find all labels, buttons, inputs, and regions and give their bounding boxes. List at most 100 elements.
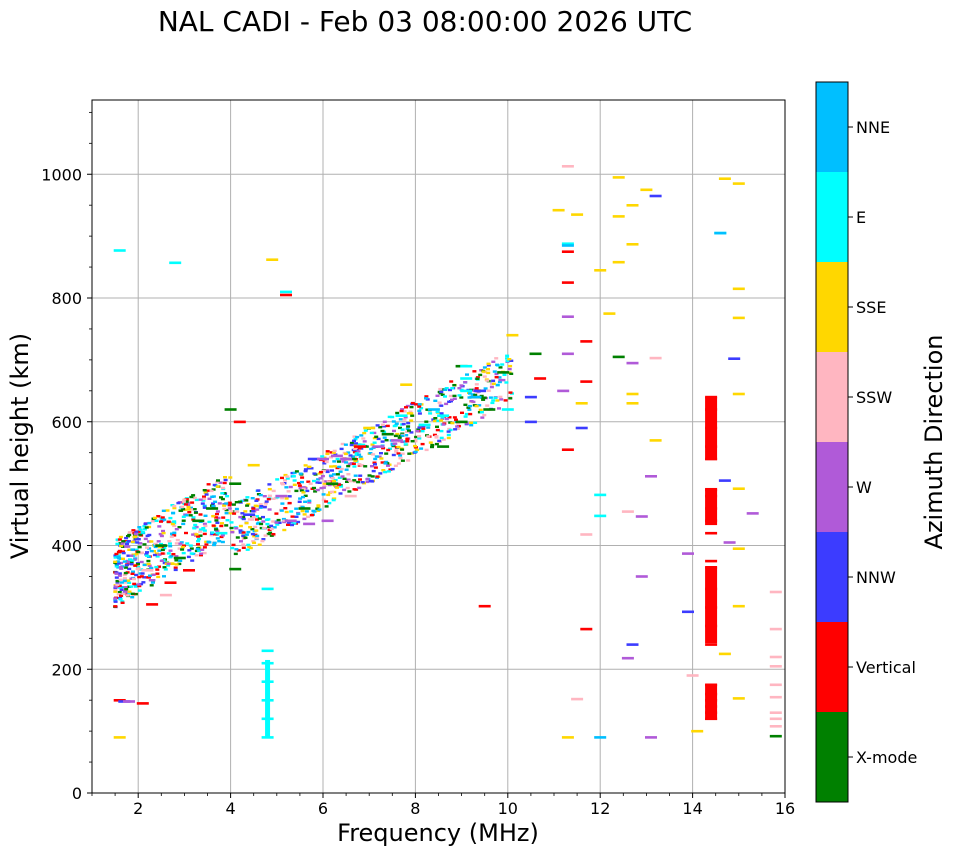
trace-mark — [154, 519, 159, 522]
trace-mark — [300, 476, 305, 479]
trace-mark — [348, 479, 353, 483]
trace-mark — [383, 462, 388, 465]
trace-mark — [202, 551, 207, 555]
trace-mark — [320, 455, 325, 458]
data-point-vertical — [580, 340, 593, 343]
trace-mark — [118, 535, 123, 539]
trace-mark — [455, 427, 460, 430]
trace-mark — [155, 568, 160, 571]
trace-mark — [264, 500, 269, 503]
trace-mark — [357, 486, 362, 490]
trace-mark — [414, 403, 418, 406]
trace-mark — [380, 440, 385, 443]
trace-mark — [127, 592, 132, 595]
trace-mark — [324, 480, 329, 483]
trace-mark — [345, 480, 349, 483]
trace-mark — [269, 534, 274, 537]
trace-mark — [457, 387, 462, 390]
trace-mark — [290, 515, 295, 518]
trace-mark — [403, 416, 408, 419]
trace-mark — [319, 486, 324, 490]
trace-mark — [440, 416, 445, 419]
trace-mark — [363, 429, 368, 432]
trace-mark — [456, 422, 461, 425]
trace-mark — [184, 514, 189, 517]
trace-mark — [370, 443, 375, 446]
trace-mark — [447, 416, 452, 419]
trace-mark — [172, 524, 177, 528]
trace-mark — [147, 540, 152, 543]
trace-mark — [222, 504, 227, 507]
trace-mark — [240, 499, 245, 502]
trace-mark — [129, 563, 134, 566]
trace-mark — [267, 483, 272, 486]
trace-mark — [409, 405, 414, 409]
trace-mark — [123, 586, 128, 589]
trace-mark — [328, 474, 333, 477]
trace-mark — [274, 521, 279, 524]
trace-mark — [287, 495, 292, 498]
trace-mark — [190, 559, 195, 562]
trace-mark — [416, 428, 421, 431]
data-point-w — [330, 454, 343, 458]
trace-mark — [187, 511, 192, 514]
trace-mark — [468, 404, 472, 408]
trace-mark — [409, 412, 414, 415]
trace-mark — [386, 464, 390, 467]
trace-mark — [202, 546, 207, 549]
data-point-sse — [732, 287, 745, 291]
trace-mark — [244, 499, 249, 502]
trace-mark — [486, 389, 491, 392]
y-tick-label: 0 — [72, 784, 82, 803]
trace-mark — [276, 518, 281, 522]
data-point-sse — [732, 547, 745, 550]
trace-mark — [386, 448, 391, 452]
trace-mark — [474, 387, 479, 390]
data-point-vertical — [705, 643, 718, 646]
trace-mark — [188, 544, 193, 547]
trace-mark — [214, 516, 219, 519]
trace-mark — [300, 505, 305, 509]
trace-mark — [169, 562, 174, 565]
trace-mark — [260, 539, 265, 543]
trace-mark — [357, 443, 362, 446]
data-point-xmode — [529, 352, 542, 356]
trace-mark — [145, 554, 149, 557]
data-point-vertical — [534, 377, 547, 380]
trace-mark — [446, 436, 451, 440]
trace-mark — [168, 542, 172, 545]
trace-mark — [357, 447, 362, 450]
trace-mark — [156, 515, 161, 518]
trace-mark — [266, 497, 271, 501]
x-tick-label: 10 — [498, 799, 518, 818]
data-point-xmode — [298, 507, 311, 510]
trace-mark — [475, 376, 480, 379]
data-point-w — [723, 541, 736, 544]
trace-mark — [297, 481, 301, 485]
trace-mark — [439, 436, 444, 440]
trace-mark — [168, 549, 173, 552]
trace-mark — [332, 449, 337, 453]
trace-mark — [181, 507, 186, 511]
trace-mark — [432, 419, 437, 423]
trace-mark — [289, 521, 294, 524]
data-point-xmode — [497, 371, 510, 374]
data-point-e — [594, 514, 607, 518]
trace-mark — [352, 447, 357, 451]
trace-mark — [356, 450, 361, 453]
trace-mark — [222, 481, 227, 485]
trace-mark — [304, 510, 309, 513]
trace-mark — [376, 437, 381, 441]
trace-mark — [132, 582, 137, 586]
trace-mark — [382, 420, 387, 423]
trace-mark — [282, 520, 287, 524]
trace-mark — [156, 540, 161, 543]
trace-mark — [497, 407, 501, 410]
trace-mark — [174, 528, 179, 531]
trace-mark — [119, 561, 124, 565]
trace-mark — [481, 398, 486, 401]
trace-mark — [179, 541, 184, 544]
trace-mark — [359, 434, 364, 437]
trace-mark — [171, 512, 176, 515]
trace-mark — [358, 474, 363, 477]
